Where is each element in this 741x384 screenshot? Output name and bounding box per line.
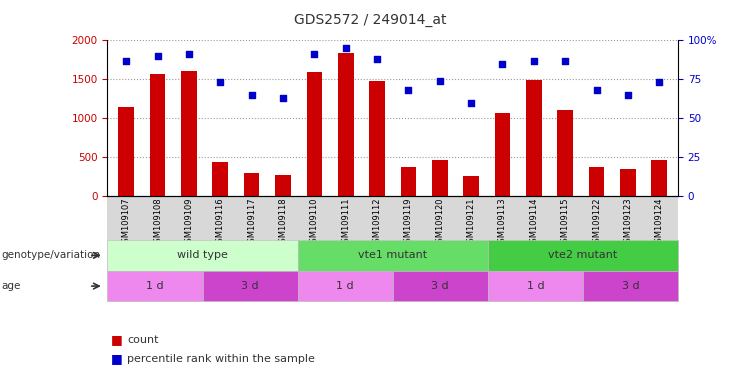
- Point: [246, 92, 258, 98]
- Text: wild type: wild type: [177, 250, 228, 260]
- Bar: [213, 162, 228, 196]
- Point: [308, 51, 320, 57]
- Point: [340, 45, 352, 51]
- Text: GDS2572 / 249014_at: GDS2572 / 249014_at: [294, 13, 447, 27]
- Bar: [526, 80, 542, 196]
- Bar: [150, 74, 165, 196]
- Text: percentile rank within the sample: percentile rank within the sample: [127, 354, 316, 364]
- Text: age: age: [1, 281, 21, 291]
- Text: 3 d: 3 d: [431, 281, 449, 291]
- Text: 3 d: 3 d: [622, 281, 639, 291]
- Point: [371, 56, 383, 62]
- Text: 1 d: 1 d: [527, 281, 544, 291]
- Text: genotype/variation: genotype/variation: [1, 250, 101, 260]
- Bar: [307, 72, 322, 196]
- Bar: [401, 167, 416, 196]
- Bar: [557, 109, 573, 196]
- Bar: [432, 160, 448, 196]
- Text: ■: ■: [111, 353, 123, 366]
- Point: [622, 92, 634, 98]
- Point: [654, 79, 665, 85]
- Point: [152, 53, 164, 59]
- Point: [277, 95, 289, 101]
- Point: [433, 78, 445, 84]
- Bar: [588, 167, 605, 196]
- Text: vte2 mutant: vte2 mutant: [548, 250, 617, 260]
- Bar: [244, 173, 259, 196]
- Bar: [463, 175, 479, 196]
- Text: 3 d: 3 d: [242, 281, 259, 291]
- Text: vte1 mutant: vte1 mutant: [358, 250, 428, 260]
- Point: [496, 61, 508, 67]
- Bar: [494, 113, 511, 196]
- Bar: [369, 81, 385, 196]
- Text: count: count: [127, 335, 159, 345]
- Bar: [620, 169, 636, 196]
- Text: ■: ■: [111, 333, 123, 346]
- Bar: [651, 160, 667, 196]
- Point: [120, 58, 132, 64]
- Point: [214, 79, 226, 85]
- Bar: [119, 107, 134, 196]
- Point: [591, 87, 602, 93]
- Point: [183, 51, 195, 57]
- Point: [465, 99, 477, 106]
- Text: 1 d: 1 d: [336, 281, 354, 291]
- Point: [402, 87, 414, 93]
- Text: 1 d: 1 d: [146, 281, 164, 291]
- Point: [559, 58, 571, 64]
- Bar: [181, 71, 197, 196]
- Bar: [338, 53, 353, 196]
- Point: [528, 58, 539, 64]
- Bar: [275, 175, 290, 196]
